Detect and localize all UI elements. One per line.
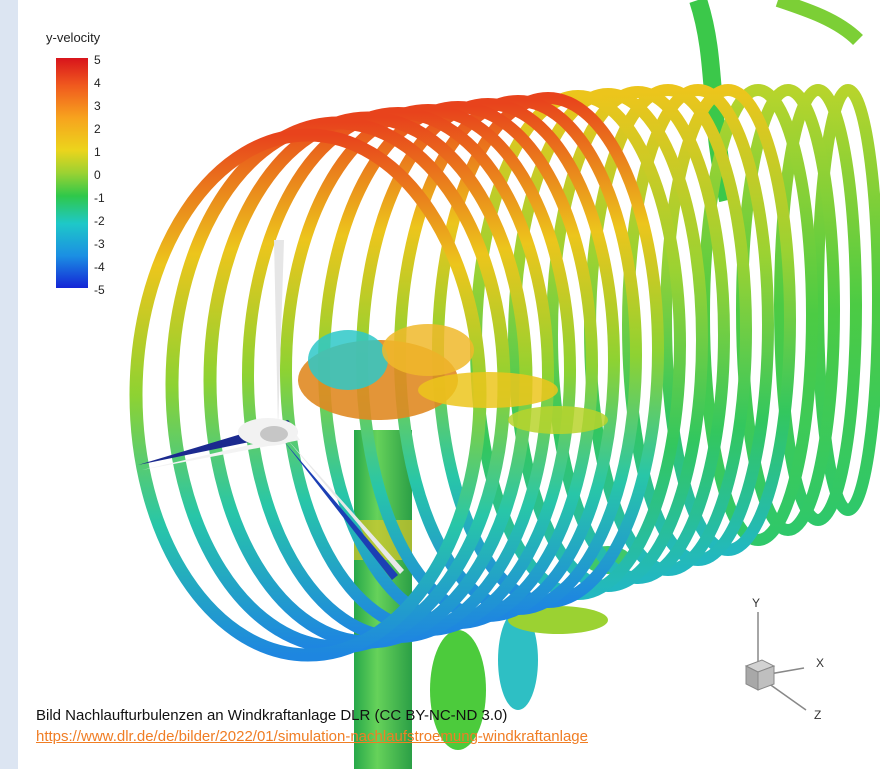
legend-tick: 5 (94, 53, 101, 67)
rotor-blades (138, 240, 404, 580)
legend-tick: 0 (94, 168, 101, 182)
legend-tick: 3 (94, 99, 101, 113)
axis-x-label: X (816, 656, 825, 670)
axis-z-label: Z (814, 708, 822, 722)
axes-indicator: Y X Z (730, 594, 840, 724)
image-frame: y-velocity 5 4 3 2 1 0 -1 -2 -3 -4 -5 Y … (18, 0, 880, 769)
legend-tick: -3 (94, 237, 105, 251)
legend-tick: -4 (94, 260, 105, 274)
color-legend: y-velocity 5 4 3 2 1 0 -1 -2 -3 -4 -5 (46, 30, 156, 300)
hub-spinner (260, 426, 288, 442)
wake-debris (498, 610, 538, 710)
vortex-strand (775, 0, 863, 46)
axes-triad-icon (744, 612, 807, 711)
source-link[interactable]: https://www.dlr.de/de/bilder/2022/01/sim… (36, 728, 588, 745)
helix-rings (129, 84, 880, 662)
legend-tick: -2 (94, 214, 105, 228)
legend-tick: -5 (94, 283, 105, 297)
image-caption: Bild Nachlaufturbulenzen an Windkraftanl… (36, 707, 508, 724)
legend-tick: 4 (94, 76, 101, 90)
legend-tick: 1 (94, 145, 101, 159)
wake-debris (430, 630, 486, 750)
legend-tick: -1 (94, 191, 105, 205)
legend-title: y-velocity (46, 30, 101, 45)
wake-vortex-render (129, 0, 880, 769)
hub-turbulence (298, 324, 608, 434)
colorbar (56, 58, 88, 288)
axis-y-label: Y (752, 596, 761, 610)
legend-tick: 2 (94, 122, 101, 136)
